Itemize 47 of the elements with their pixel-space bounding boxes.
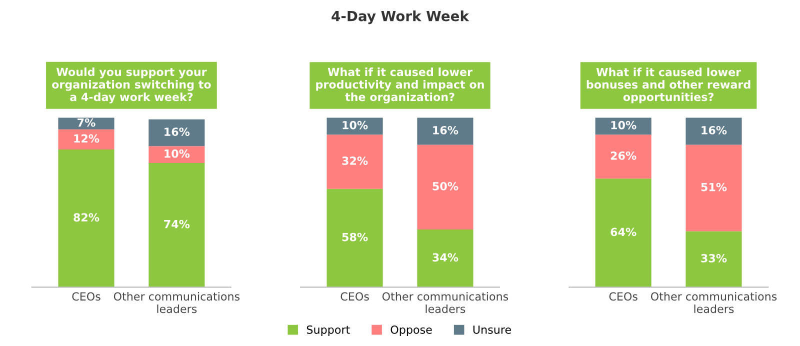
data-label: 50%	[432, 182, 458, 190]
chart-title: Would you support your organization switching to a 4-day work week?	[52, 67, 211, 104]
data-label: 16%	[433, 126, 458, 134]
bar	[686, 118, 742, 145]
bar	[326, 188, 383, 288]
data-label: 82%	[74, 213, 100, 222]
data-label: 10%	[164, 149, 190, 158]
bar	[58, 129, 114, 150]
bar	[686, 231, 742, 288]
x-tick-label: Other communications leaders	[382, 292, 508, 314]
bar	[417, 118, 474, 145]
legend-label: Unsure	[473, 326, 511, 334]
data-label: 10%	[342, 120, 368, 130]
bar	[595, 134, 652, 179]
chart-title: What if it caused lower productivity and impact on the organization?	[316, 68, 484, 104]
data-label: 64%	[610, 228, 636, 236]
x-tick-label: Other communications leaders	[114, 292, 240, 314]
bar	[326, 134, 383, 189]
x-tick-label: Other communications leaders	[650, 292, 777, 314]
chart-title: What if it caused lower bonuses and other reward opportunities?	[586, 68, 750, 104]
data-label: 33%	[701, 254, 727, 262]
bar	[686, 144, 742, 232]
bar	[148, 146, 205, 163]
data-label: 51%	[701, 182, 727, 192]
data-label: 16%	[702, 126, 727, 134]
x-tick-label: CEOs	[340, 292, 369, 301]
bar	[148, 119, 205, 146]
legend-label: Support	[306, 325, 350, 336]
x-tick-label: CEOs	[609, 292, 638, 301]
data-label: 26%	[610, 151, 636, 160]
data-label: 32%	[342, 156, 368, 165]
text: 4-Day Work Week	[332, 10, 470, 24]
legend-label: Oppose	[390, 325, 432, 336]
data-label: 12%	[74, 134, 100, 143]
data-label: 34%	[432, 253, 458, 262]
bar	[417, 144, 474, 230]
data-label: 58%	[342, 232, 368, 242]
bar	[417, 230, 474, 288]
data-label: 10%	[611, 120, 636, 130]
x-tick-label: CEOs	[72, 292, 100, 301]
bar	[148, 162, 205, 288]
data-label: 16%	[164, 128, 190, 136]
data-label: 7%	[78, 118, 96, 127]
data-label: 74%	[164, 220, 190, 228]
bar	[58, 118, 114, 130]
bar	[58, 150, 114, 288]
bar	[595, 178, 652, 288]
